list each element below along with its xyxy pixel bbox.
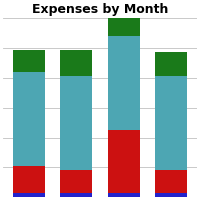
Bar bbox=[60, 170, 92, 193]
Bar bbox=[108, 36, 140, 130]
Bar bbox=[155, 170, 187, 193]
Bar bbox=[108, 130, 140, 193]
Bar bbox=[60, 193, 92, 197]
Bar bbox=[60, 76, 92, 170]
Title: Expenses by Month: Expenses by Month bbox=[32, 3, 168, 16]
Bar bbox=[13, 193, 45, 197]
Bar bbox=[13, 72, 45, 166]
Bar bbox=[155, 76, 187, 170]
Bar bbox=[13, 166, 45, 193]
Bar bbox=[108, 0, 140, 36]
Bar bbox=[108, 193, 140, 197]
Bar bbox=[13, 50, 45, 72]
Bar bbox=[60, 50, 92, 76]
Bar bbox=[155, 52, 187, 76]
Bar bbox=[155, 193, 187, 197]
